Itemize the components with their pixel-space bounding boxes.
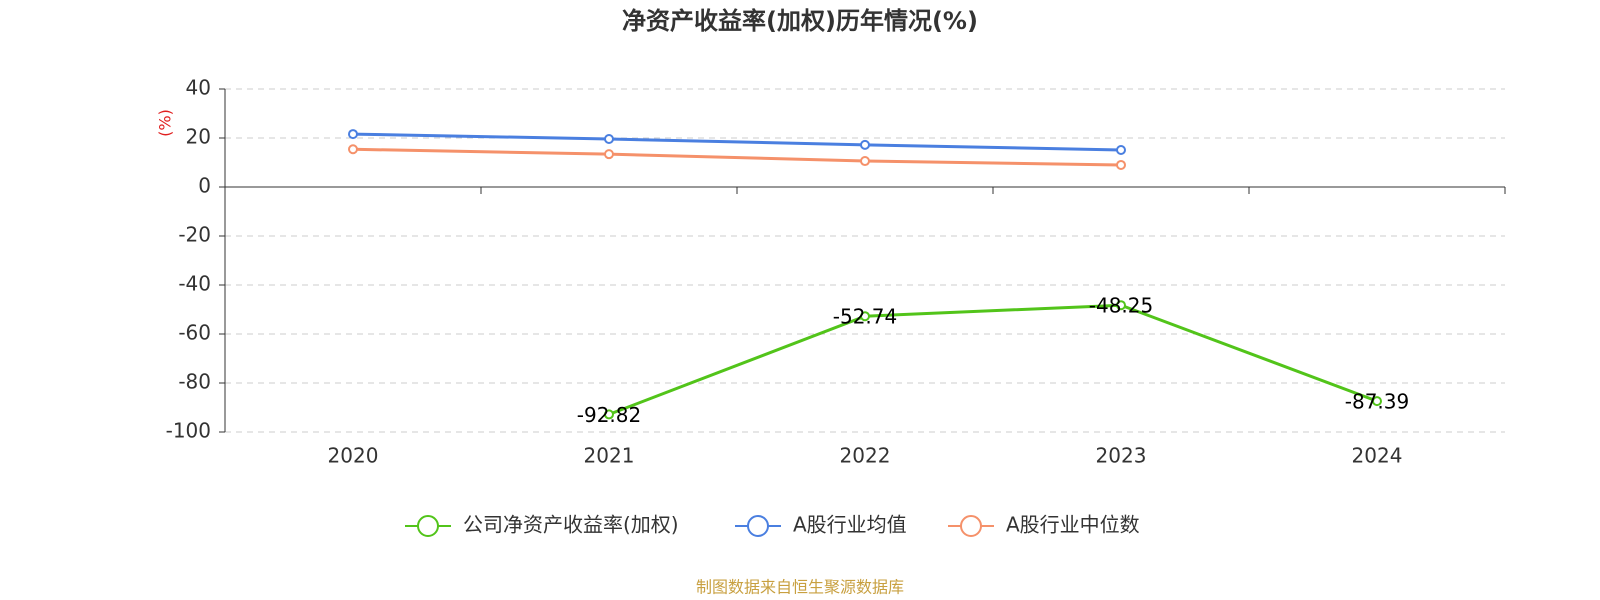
- point: [604, 409, 614, 420]
- legend-label: A股行业中位数: [1006, 513, 1140, 537]
- y-axis-label: (%): [156, 109, 175, 137]
- y-tick-label: -20: [178, 223, 211, 247]
- y-tick-label: 0: [198, 174, 211, 198]
- source-note: 制图数据来自恒生聚源数据库: [696, 578, 904, 597]
- point: [1116, 145, 1126, 156]
- point: [860, 311, 870, 322]
- data-label: -87.39: [1345, 390, 1409, 414]
- y-tick-label: -100: [166, 419, 211, 443]
- point: [1372, 396, 1382, 407]
- y-tick-label: -80: [178, 370, 211, 394]
- x-tick-label: 2022: [840, 444, 891, 468]
- y-tick-label: -40: [178, 272, 211, 296]
- y-tick-label: 40: [186, 76, 211, 100]
- x-tick-label: 2024: [1352, 444, 1403, 468]
- point: [860, 156, 870, 167]
- point: [1116, 159, 1126, 170]
- x-tick-label: 2023: [1096, 444, 1147, 468]
- legend-marker: [417, 515, 439, 537]
- point: [860, 139, 870, 150]
- x-tick-label: 2020: [328, 444, 379, 468]
- legend-label: 公司净资产收益率(加权): [463, 513, 679, 537]
- data-label: -92.82: [577, 403, 641, 427]
- legend-label: A股行业均值: [793, 513, 907, 537]
- x-tick-label: 2021: [584, 444, 635, 468]
- series-line: [352, 132, 1122, 152]
- data-label: -48.25: [1089, 294, 1153, 318]
- series-line: [352, 147, 1122, 167]
- point: [604, 149, 614, 160]
- legend-marker: [960, 515, 982, 537]
- chart-title: 净资产收益率(加权)历年情况(%): [622, 7, 978, 35]
- data-label: -52.74: [833, 305, 897, 329]
- point: [348, 129, 358, 140]
- legend-marker: [747, 515, 769, 537]
- point: [348, 144, 358, 155]
- point: [1116, 300, 1126, 311]
- y-tick-label: -60: [178, 321, 211, 345]
- series-line: [608, 303, 1378, 416]
- point: [604, 133, 614, 144]
- y-tick-label: 20: [186, 125, 211, 149]
